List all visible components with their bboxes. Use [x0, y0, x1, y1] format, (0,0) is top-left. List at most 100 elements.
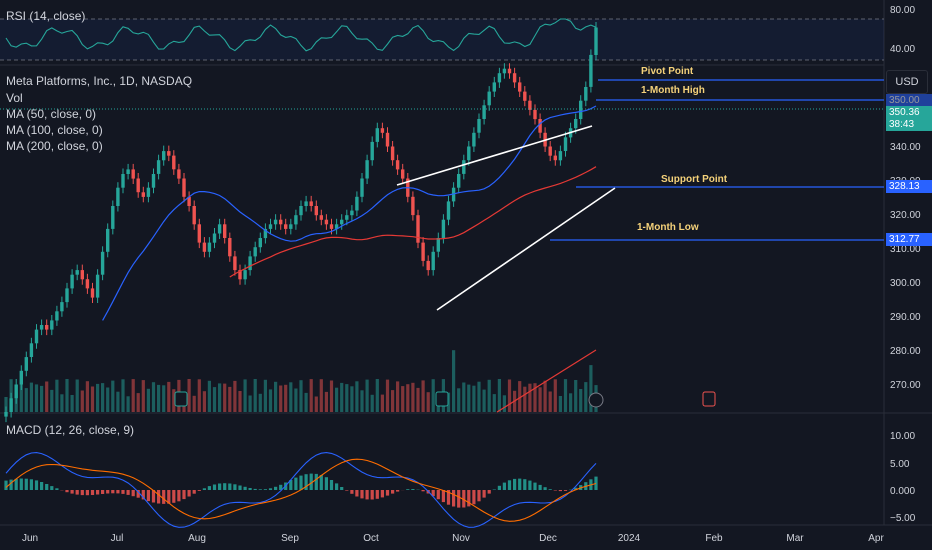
macd-histogram-bar	[502, 482, 506, 490]
volume-bar	[426, 392, 430, 412]
rsi-band	[0, 19, 884, 60]
macd-line	[5, 452, 597, 528]
candle-body	[162, 151, 166, 161]
volume-bar	[497, 379, 501, 412]
macd-histogram-bar	[187, 490, 191, 497]
volume-bar	[563, 379, 568, 412]
candle-body	[334, 224, 339, 229]
macd-histogram-bar	[228, 483, 232, 490]
volume-bar	[294, 388, 298, 412]
candle-body	[477, 119, 481, 133]
volume-bar	[589, 365, 593, 412]
volume-bar	[309, 379, 313, 412]
time-tick-label: Sep	[281, 533, 299, 544]
macd-histogram-bar	[507, 480, 512, 490]
macd-histogram-bar	[223, 483, 227, 490]
price-tick-label: 290.00	[890, 312, 921, 323]
volume-bar	[19, 380, 23, 412]
volume-bar	[482, 389, 486, 412]
candle-body	[548, 146, 552, 156]
candle-body	[594, 27, 598, 55]
candle-body	[401, 169, 405, 179]
macd-histogram-bar	[391, 490, 395, 494]
macd-histogram-bar	[70, 490, 74, 494]
candle-body	[197, 224, 201, 243]
rsi-tick-label: 80.00	[890, 5, 915, 16]
candle-body	[29, 343, 34, 357]
macd-histogram-bar	[319, 475, 323, 490]
macd-histogram-bar	[253, 488, 257, 490]
macd-histogram-bar	[263, 489, 267, 490]
macd-histogram-bar	[258, 489, 262, 490]
macd-histogram-bar	[487, 490, 491, 494]
macd-histogram-bar	[34, 480, 39, 490]
candle-body	[329, 224, 334, 229]
candle-body	[574, 119, 578, 129]
volume-bar	[29, 382, 33, 412]
candle-body	[579, 100, 583, 119]
volume-bar	[569, 393, 573, 412]
macd-histogram-bar	[274, 486, 278, 490]
macd-histogram-bar	[472, 490, 476, 505]
macd-histogram-bar	[548, 489, 552, 490]
volume-bar	[345, 384, 349, 412]
volume-bar	[385, 379, 390, 412]
macd-histogram-bar	[126, 490, 130, 495]
candle-body	[268, 224, 273, 229]
candle-body	[19, 370, 23, 385]
macd-histogram-bar	[324, 477, 328, 490]
volume-bar	[243, 379, 247, 412]
upper-trendline	[396, 125, 593, 186]
indicator-vol: Vol	[6, 91, 23, 105]
volume-bar	[467, 384, 471, 412]
price-tick-label: 310.00	[890, 244, 921, 255]
time-tick-label: Jul	[111, 533, 124, 544]
macd-histogram-bar	[167, 490, 171, 504]
volume-bar	[457, 388, 461, 412]
macd-histogram-bar	[121, 490, 125, 494]
candle-body	[151, 174, 156, 188]
volume-bar	[202, 391, 206, 412]
time-tick-label: Feb	[705, 533, 723, 544]
macd-histogram-bar	[385, 490, 390, 496]
macd-histogram-bar	[446, 490, 451, 505]
volume-bar	[416, 387, 420, 412]
volume-bar	[518, 381, 522, 412]
volume-bar	[335, 387, 339, 412]
ma200-line	[496, 349, 597, 413]
candle-body	[518, 82, 522, 92]
candle-body	[177, 169, 181, 179]
candle-body	[426, 260, 430, 271]
time-tick-label: Jun	[22, 533, 38, 544]
candle-body	[202, 242, 207, 252]
currency-button[interactable]: USD	[886, 70, 928, 94]
signal-line	[5, 458, 597, 522]
candle-body	[106, 228, 110, 252]
candle-body	[299, 206, 303, 216]
volume-bar	[324, 391, 328, 412]
volume-bar	[284, 384, 288, 412]
macd-histogram-bar	[309, 473, 313, 490]
volume-bar	[80, 390, 84, 412]
candle-body	[512, 73, 517, 83]
macd-histogram-bar	[406, 489, 410, 490]
macd-histogram-bar	[497, 485, 501, 490]
volume-bar	[421, 380, 425, 412]
macd-histogram-bar	[248, 488, 252, 490]
macd-tick-label: 10.00	[890, 431, 915, 442]
candle-body	[207, 242, 212, 252]
candle-body	[187, 196, 191, 206]
candle-body	[375, 128, 379, 142]
macd-histogram-bar	[314, 473, 318, 490]
rsi-tick-label: 40.00	[890, 44, 915, 55]
price-tick-label: 270.00	[890, 380, 921, 391]
macd-histogram-bar	[289, 480, 293, 490]
candle-body	[380, 128, 385, 133]
ma100-line	[229, 166, 597, 278]
volume-bar	[355, 381, 359, 412]
macd-histogram-bar	[355, 490, 359, 497]
macd-histogram-bar	[538, 484, 542, 490]
candle-body	[223, 224, 227, 238]
price-tag-low: 312.77	[886, 233, 932, 246]
